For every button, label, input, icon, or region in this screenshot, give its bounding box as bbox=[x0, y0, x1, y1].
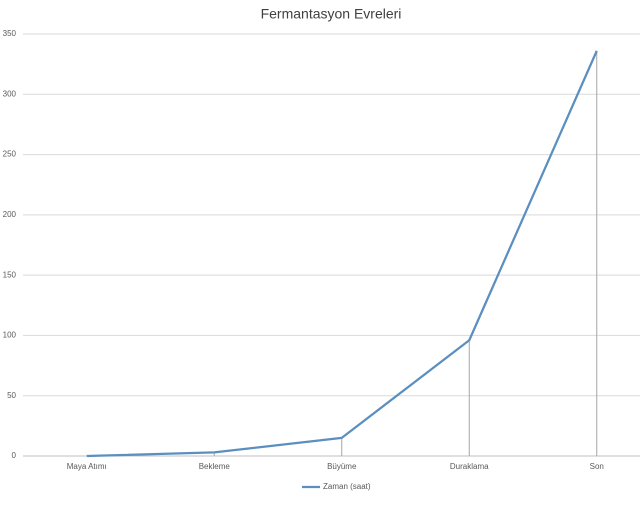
x-tick-label: Bekleme bbox=[199, 462, 231, 471]
y-tick-label: 100 bbox=[3, 331, 17, 340]
x-tick-label: Son bbox=[590, 462, 604, 471]
y-tick-label: 250 bbox=[3, 150, 17, 159]
x-tick-label: Duraklama bbox=[450, 462, 489, 471]
y-tick-label: 350 bbox=[3, 29, 17, 38]
y-tick-label: 200 bbox=[3, 210, 17, 219]
y-tick-label: 150 bbox=[3, 270, 17, 279]
x-tick-label: Büyüme bbox=[327, 462, 357, 471]
x-tick-label: Maya Atımı bbox=[67, 462, 107, 471]
y-tick-label: 50 bbox=[7, 391, 16, 400]
chart-title: Fermantasyon Evreleri bbox=[261, 6, 402, 22]
legend-label: Zaman (saat) bbox=[323, 482, 371, 491]
series-line bbox=[86, 50, 598, 458]
y-tick-label: 0 bbox=[12, 451, 17, 460]
y-tick-label: 300 bbox=[3, 89, 17, 98]
